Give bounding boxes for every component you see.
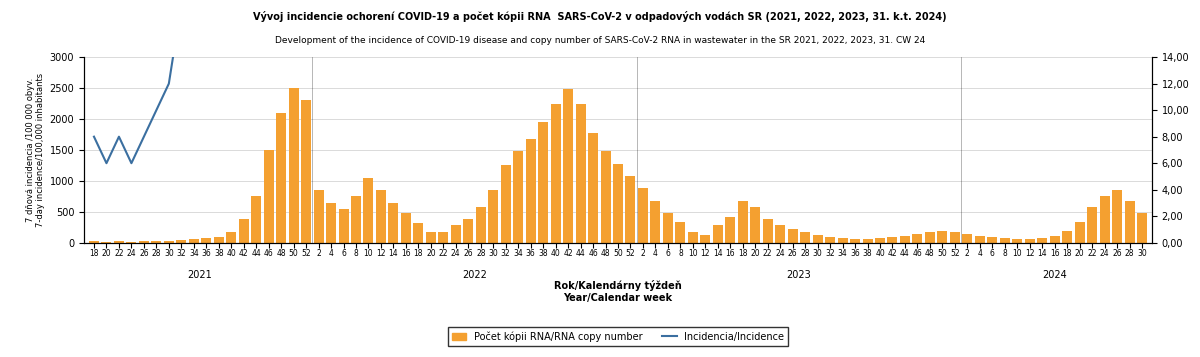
Bar [775, 225, 785, 243]
Bar [588, 132, 598, 243]
Bar [538, 122, 548, 243]
Bar [925, 232, 935, 243]
Bar [89, 241, 98, 243]
Bar [176, 240, 186, 243]
Bar [900, 236, 910, 243]
Bar [950, 232, 960, 243]
Bar [139, 241, 149, 243]
Bar [763, 219, 773, 243]
Bar [389, 202, 398, 243]
Bar [202, 238, 211, 243]
Bar [937, 231, 947, 243]
Bar [725, 217, 736, 243]
Bar [1112, 190, 1122, 243]
Bar [1062, 231, 1072, 243]
Bar [102, 242, 112, 243]
X-axis label: Rok/Kalendárny týždeň
Year/Calendar week: Rok/Kalendárny týždeň Year/Calendar week [554, 280, 682, 303]
Bar [850, 239, 860, 243]
Bar [463, 219, 473, 243]
Bar [1037, 238, 1048, 243]
Bar [1099, 196, 1110, 243]
Bar [438, 232, 449, 243]
Bar [625, 176, 636, 243]
Bar [413, 223, 424, 243]
Bar [988, 237, 997, 243]
Bar [239, 219, 248, 243]
Bar [1075, 222, 1085, 243]
Text: 2023: 2023 [786, 270, 811, 280]
Text: 2022: 2022 [462, 270, 487, 280]
Legend: Počet kópii RNA/RNA copy number, Incidencia/Incidence: Počet kópii RNA/RNA copy number, Inciden… [448, 327, 788, 346]
Bar [563, 89, 574, 243]
Bar [1000, 238, 1009, 243]
Bar [912, 234, 923, 243]
Bar [713, 225, 722, 243]
Text: 2024: 2024 [1043, 270, 1067, 280]
Bar [875, 238, 886, 243]
Bar [600, 151, 611, 243]
Bar [1124, 201, 1134, 243]
Bar [812, 235, 823, 243]
Bar [488, 190, 498, 243]
Bar [114, 241, 124, 243]
Text: Development of the incidence of COVID-19 disease and copy number of SARS-CoV-2 R: Development of the incidence of COVID-19… [275, 36, 925, 45]
Bar [701, 235, 710, 243]
Bar [451, 225, 461, 243]
Bar [750, 207, 761, 243]
Bar [338, 209, 348, 243]
Bar [526, 139, 535, 243]
Bar [826, 237, 835, 243]
Bar [376, 190, 386, 243]
Bar [251, 196, 262, 243]
Bar [676, 222, 685, 243]
Bar [164, 241, 174, 243]
Bar [1138, 213, 1147, 243]
Bar [352, 196, 361, 243]
Bar [800, 232, 810, 243]
Bar [1025, 239, 1034, 243]
Y-axis label: 7 dňová incidencia /100 000 obyv.
7-day incidence/100,000 inhabitants: 7 dňová incidencia /100 000 obyv. 7-day … [26, 73, 46, 227]
Bar [650, 201, 660, 243]
Bar [1013, 239, 1022, 243]
Text: Vývoj incidencie ochorení COVID-19 a počet kópii RNA  SARS-CoV-2 v odpadových vo: Vývoj incidencie ochorení COVID-19 a poč… [253, 11, 947, 22]
Bar [289, 88, 299, 243]
Bar [662, 213, 673, 243]
Bar [638, 188, 648, 243]
Bar [888, 237, 898, 243]
Bar [974, 236, 985, 243]
Bar [227, 232, 236, 243]
Text: 2021: 2021 [187, 270, 212, 280]
Bar [787, 228, 798, 243]
Bar [126, 242, 137, 243]
Bar [475, 207, 486, 243]
Bar [401, 213, 410, 243]
Bar [613, 164, 623, 243]
Bar [738, 201, 748, 243]
Bar [326, 202, 336, 243]
Bar [551, 104, 560, 243]
Bar [863, 239, 872, 243]
Bar [962, 234, 972, 243]
Bar [838, 238, 847, 243]
Bar [313, 190, 324, 243]
Bar [1087, 207, 1097, 243]
Bar [500, 165, 511, 243]
Bar [151, 241, 161, 243]
Bar [1050, 236, 1060, 243]
Bar [688, 232, 698, 243]
Bar [188, 239, 199, 243]
Bar [276, 113, 286, 243]
Bar [364, 178, 373, 243]
Bar [301, 100, 311, 243]
Bar [576, 104, 586, 243]
Bar [214, 237, 223, 243]
Bar [514, 151, 523, 243]
Bar [426, 232, 436, 243]
Bar [264, 150, 274, 243]
